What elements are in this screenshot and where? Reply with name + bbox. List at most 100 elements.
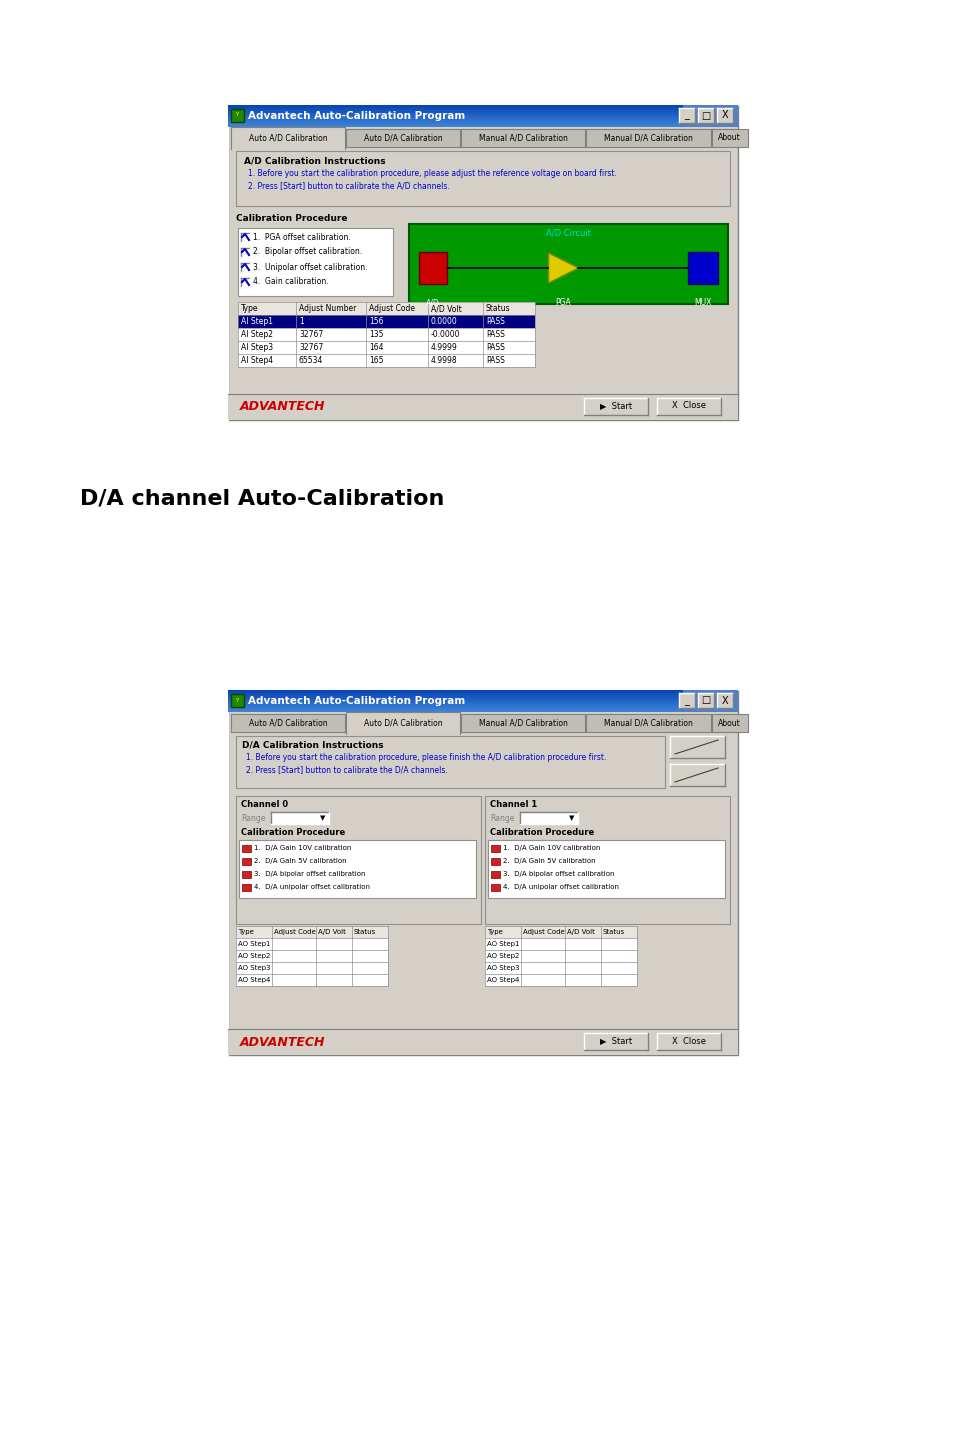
Text: 4.  Gain calibration.: 4. Gain calibration.: [253, 278, 328, 287]
Text: A/D Calibration Instructions: A/D Calibration Instructions: [244, 156, 385, 166]
Bar: [717, 693, 732, 708]
Bar: [460, 714, 585, 731]
Bar: [241, 278, 250, 287]
Bar: [235, 938, 388, 949]
Bar: [711, 129, 747, 148]
Text: 165: 165: [369, 356, 383, 366]
Text: 2. Press [Start] button to calibrate the A/D channels.: 2. Press [Start] button to calibrate the…: [248, 181, 449, 189]
Text: Channel 1: Channel 1: [490, 800, 537, 809]
Bar: [346, 129, 459, 148]
Text: X: X: [720, 110, 727, 120]
Text: AO Step1: AO Step1: [237, 941, 271, 946]
Bar: [682, 105, 738, 128]
Polygon shape: [548, 252, 578, 282]
Text: □: □: [700, 695, 710, 706]
Text: Calibration Procedure: Calibration Procedure: [490, 827, 594, 837]
Text: 135: 135: [369, 330, 383, 338]
Text: AO Step2: AO Step2: [486, 954, 518, 959]
Text: 1.  D/A Gain 10V calibration: 1. D/A Gain 10V calibration: [253, 845, 351, 850]
Bar: [679, 108, 695, 123]
Text: 1. Before you start the calibration procedure, please adjust the reference volta: 1. Before you start the calibration proc…: [248, 169, 617, 178]
Bar: [484, 974, 637, 987]
Text: ▶  Start: ▶ Start: [599, 1037, 632, 1045]
Bar: [491, 883, 499, 891]
Bar: [484, 949, 637, 962]
Text: ▼: ▼: [320, 815, 325, 822]
Text: A/D Volt: A/D Volt: [317, 929, 346, 935]
Bar: [231, 714, 345, 731]
Text: AO Step4: AO Step4: [237, 977, 270, 982]
Text: ▶  Start: ▶ Start: [599, 402, 632, 410]
Text: AO Step1: AO Step1: [486, 941, 519, 946]
Text: D/A Calibration Instructions: D/A Calibration Instructions: [242, 741, 383, 750]
Bar: [586, 714, 710, 731]
Bar: [657, 1032, 720, 1050]
Text: Range: Range: [241, 815, 265, 823]
Text: 3.  Unipolar offset calibration.: 3. Unipolar offset calibration.: [253, 262, 367, 271]
Text: Manual A/D Calibration: Manual A/D Calibration: [478, 133, 567, 142]
Text: 1.  D/A Gain 10V calibration: 1. D/A Gain 10V calibration: [502, 845, 599, 850]
Text: AI Step3: AI Step3: [241, 343, 273, 351]
Text: 0.0000: 0.0000: [431, 317, 457, 326]
Text: Status: Status: [485, 304, 510, 313]
Text: 1: 1: [298, 317, 303, 326]
Text: 3.  D/A bipolar offset calibration: 3. D/A bipolar offset calibration: [502, 870, 614, 878]
Text: AI Step1: AI Step1: [241, 317, 273, 326]
Bar: [237, 303, 535, 315]
Text: 1.  PGA offset calibration.: 1. PGA offset calibration.: [253, 232, 351, 241]
Bar: [418, 252, 447, 284]
Bar: [583, 399, 647, 414]
Text: Calibration Procedure: Calibration Procedure: [235, 214, 347, 224]
Bar: [460, 129, 585, 148]
Bar: [698, 108, 713, 123]
Bar: [698, 693, 713, 708]
Text: Auto A/D Calibration: Auto A/D Calibration: [249, 133, 327, 142]
Text: 3.  D/A bipolar offset calibration: 3. D/A bipolar offset calibration: [253, 870, 365, 878]
Text: Manual D/A Calibration: Manual D/A Calibration: [603, 133, 692, 142]
Text: □: □: [700, 110, 710, 120]
Text: -0.0000: -0.0000: [431, 330, 460, 338]
Text: ▼: ▼: [569, 815, 574, 822]
Bar: [717, 108, 732, 123]
Bar: [488, 840, 724, 898]
Text: Adjust Code: Adjust Code: [274, 929, 315, 935]
Bar: [687, 252, 718, 284]
Bar: [235, 151, 729, 206]
Text: Channel 0: Channel 0: [241, 800, 288, 809]
Bar: [491, 845, 499, 852]
Text: AO Step3: AO Step3: [237, 965, 271, 971]
Text: 2.  D/A Gain 5V calibration: 2. D/A Gain 5V calibration: [502, 858, 595, 865]
Text: Advantech Auto-Calibration Program: Advantech Auto-Calibration Program: [248, 695, 465, 706]
Text: AO Step4: AO Step4: [486, 977, 518, 982]
Bar: [519, 812, 578, 825]
Bar: [657, 399, 720, 414]
Bar: [241, 262, 250, 272]
Text: ADVANTECH: ADVANTECH: [240, 400, 325, 413]
Bar: [231, 694, 244, 707]
Text: A/D: A/D: [426, 298, 439, 307]
Bar: [682, 690, 738, 713]
Text: Adjust Number: Adjust Number: [298, 304, 356, 313]
Bar: [242, 845, 251, 852]
Text: 4.9999: 4.9999: [431, 343, 457, 351]
Text: Type: Type: [237, 929, 253, 935]
Text: A/D Volt: A/D Volt: [566, 929, 595, 935]
Bar: [235, 796, 480, 923]
Bar: [237, 354, 535, 367]
Text: Manual A/D Calibration: Manual A/D Calibration: [478, 718, 567, 727]
Text: Status: Status: [354, 929, 375, 935]
Text: X  Close: X Close: [671, 402, 705, 410]
Text: 4.  D/A unipolar offset calibration: 4. D/A unipolar offset calibration: [253, 883, 370, 891]
Text: PGA: PGA: [555, 298, 571, 307]
Text: 2.  D/A Gain 5V calibration: 2. D/A Gain 5V calibration: [253, 858, 346, 865]
Text: Y: Y: [235, 697, 238, 703]
Bar: [239, 840, 476, 898]
Bar: [491, 858, 499, 865]
Bar: [242, 883, 251, 891]
Text: AO Step2: AO Step2: [237, 954, 270, 959]
Bar: [242, 858, 251, 865]
Text: Type: Type: [241, 304, 258, 313]
Text: MUX: MUX: [694, 298, 711, 307]
Text: 156: 156: [369, 317, 383, 326]
Text: Type: Type: [486, 929, 502, 935]
